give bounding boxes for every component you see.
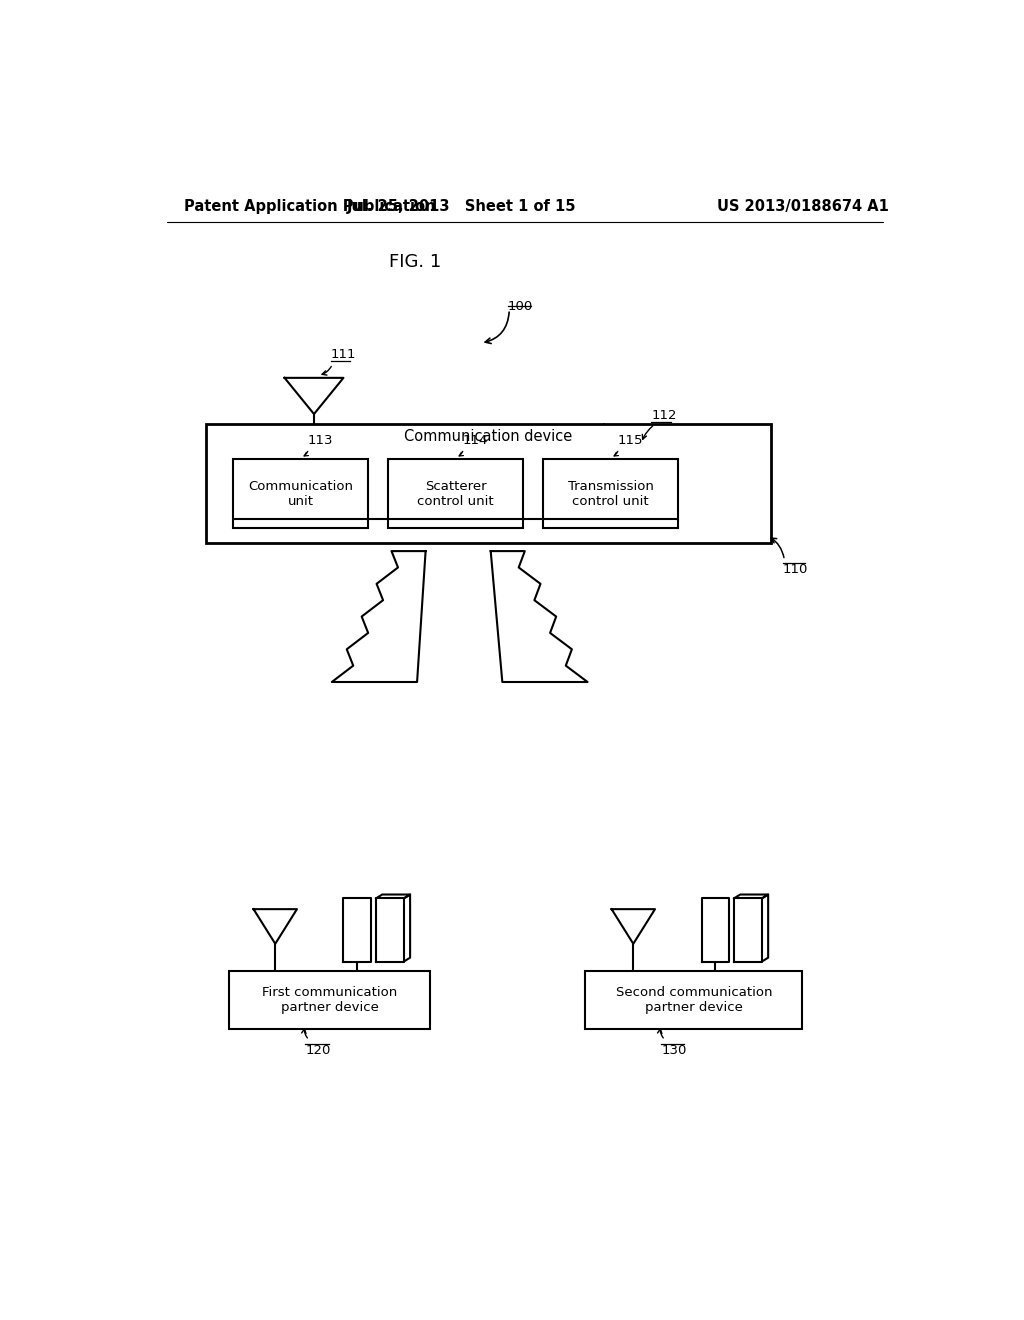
Bar [586,970,802,1028]
Text: partner device: partner device [281,1001,379,1014]
FancyArrowPatch shape [771,539,784,557]
Text: Patent Application Publication: Patent Application Publication [183,198,435,214]
Text: 112: 112 [651,409,677,422]
Text: 113: 113 [307,434,333,447]
Bar [206,424,771,544]
Bar [388,459,523,528]
Text: 120: 120 [305,1044,331,1057]
FancyArrowPatch shape [642,426,653,440]
Bar [228,970,430,1028]
Text: Transmission: Transmission [567,480,653,492]
Text: control unit: control unit [417,495,494,508]
FancyArrowPatch shape [485,312,509,343]
FancyArrowPatch shape [302,1028,307,1038]
FancyArrowPatch shape [657,1028,664,1038]
Text: Second communication: Second communication [615,986,772,999]
FancyArrowPatch shape [322,367,332,375]
Text: 115: 115 [617,434,643,447]
Text: 130: 130 [662,1044,686,1057]
FancyArrowPatch shape [459,451,464,455]
Text: 114: 114 [462,434,487,447]
Text: 110: 110 [783,562,808,576]
Text: Communication: Communication [248,480,353,492]
Text: Communication device: Communication device [404,429,572,444]
Text: Scatterer: Scatterer [425,480,486,492]
Bar [232,459,369,528]
Text: 111: 111 [331,348,356,360]
Text: First communication: First communication [262,986,397,999]
Text: 100: 100 [508,300,534,313]
Text: unit: unit [288,495,313,508]
Text: control unit: control unit [572,495,649,508]
FancyArrowPatch shape [614,451,618,455]
Text: partner device: partner device [645,1001,742,1014]
FancyArrowPatch shape [304,451,308,455]
Text: FIG. 1: FIG. 1 [389,253,441,272]
Text: US 2013/0188674 A1: US 2013/0188674 A1 [717,198,889,214]
Text: Jul. 25, 2013   Sheet 1 of 15: Jul. 25, 2013 Sheet 1 of 15 [346,198,575,214]
Bar [543,459,678,528]
